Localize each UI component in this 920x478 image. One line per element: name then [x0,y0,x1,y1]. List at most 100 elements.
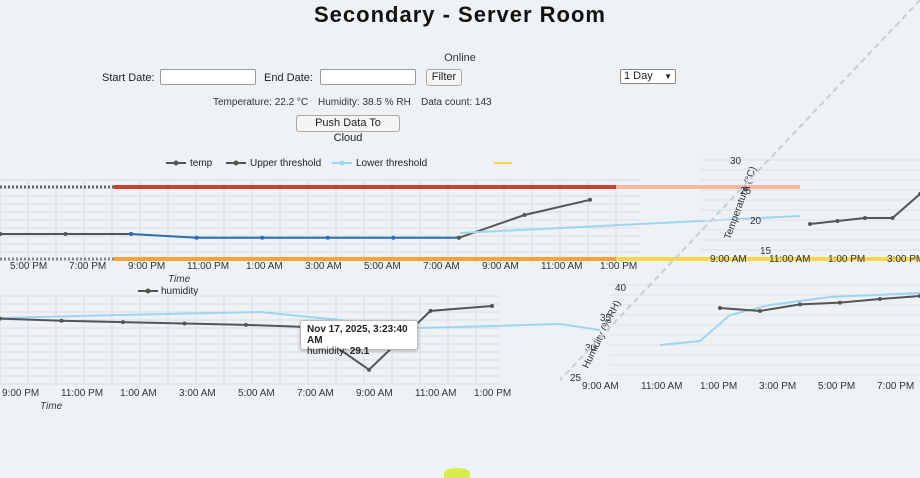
range-select[interactable]: 1 Day ▼ [620,69,676,84]
humidity-panel-x-tick: 1:00 PM [700,381,737,392]
humidity-panel-y-tick: 40 [615,283,627,294]
humidity-series-point [182,321,187,326]
humidity-legend-swatch [138,288,158,294]
temp-x-tick: 1:00 PM [600,261,637,272]
humidity-series-point [244,322,248,327]
chevron-down-icon: ▼ [664,72,672,81]
humidity-x-tick: 9:00 AM [356,388,393,399]
temp-x-axis-label: Time [168,274,191,285]
data-count: Data count: 143 [421,97,492,108]
legend-temp[interactable]: temp [190,158,213,169]
temp-series-c-point [456,235,461,240]
humidity-series-point [121,320,125,325]
legend-upper-threshold[interactable]: Upper threshold [250,158,322,169]
temp-panel-point [808,222,812,226]
humidity-panel-ghost [659,292,920,346]
humidity-panel-point [838,300,842,305]
humidity-panel-x-tick: 3:00 PM [759,381,796,392]
humidity-series-point [59,318,64,323]
humidity-panel-point [798,302,802,307]
tooltip-value: 29.1 [349,346,370,357]
humidity-x-tick: 1:00 PM [474,388,511,399]
humidity-chart-legend: humidity [0,286,260,300]
humidity-reading: Humidity: 38.5 % RH [318,97,411,108]
temp-panel-y-tick: 15 [760,246,772,257]
end-date-input[interactable] [320,69,416,85]
humidity-panel-x-tick: 7:00 PM [877,381,914,392]
temp-series-b-point [391,235,396,240]
tooltip-title: Nov 17, 2025, 3:23:40 AM [307,324,408,346]
temp-panel-x-tick: 11:00 AM [769,254,811,265]
humidity-series-point [490,304,494,308]
temp-chart-legend: temp Upper threshold Lower threshold [0,158,600,172]
temp-series-c-point [588,197,592,202]
tooltip-label: humidity: [307,346,348,357]
humidity-x-tick: 1:00 AM [120,388,157,399]
diagonal-divider [559,0,920,381]
temp-x-tick: 11:00 PM [187,261,229,272]
push-to-cloud-button[interactable]: Push Data To Cloud [296,115,400,144]
humidity-panel-x-tick: 5:00 PM [818,381,855,392]
temp-x-tick: 9:00 AM [482,261,519,272]
temp-series-b-point [129,232,134,236]
humidity-panel-y-tick: 25 [570,373,582,384]
temp-x-tick: 11:00 AM [541,261,583,272]
humidity-x-tick: 5:00 AM [238,388,275,399]
temp-panel-x-tick: 9:00 AM [710,254,747,265]
floating-indicator [444,468,470,478]
temp-panel-point [863,216,867,220]
filter-button[interactable]: Filter [426,69,462,86]
connection-status: Online [444,52,476,64]
humidity-panel-point [758,309,762,313]
temp-x-tick: 5:00 AM [364,261,401,272]
temp-series-a-point [0,232,2,236]
page-title: Secondary - Server Room [314,2,606,27]
humidity-x-tick: 7:00 AM [297,388,334,399]
humidity-x-tick: 3:00 AM [179,388,216,399]
temp-panel-point [835,219,840,223]
humidity-panel-line [719,295,920,313]
temp-x-tick: 7:00 PM [69,261,106,272]
temp-panel-point [890,216,895,220]
humidity-panel-y-tick: 35 [600,313,612,324]
temperature-reading: Temperature: 22.2 °C [213,97,309,108]
temp-series-a-point [63,232,68,236]
temp-panel-y-tick: 30 [730,156,742,167]
humidity-series-point [428,308,433,313]
humidity-x-axis-label: Time [40,401,63,412]
temp-panel-y-tick: 25 [740,186,752,197]
range-select-value: 1 Day [624,70,653,82]
legend-humidity[interactable]: humidity [161,286,199,297]
temp-x-tick: 9:00 PM [128,261,165,272]
temp-x-tick: 7:00 AM [423,261,460,272]
temp-x-tick: 5:00 PM [10,261,47,272]
temp-series-b-point [325,235,330,240]
humidity-series-point [367,367,371,372]
end-date-label: End Date: [264,72,313,84]
temp-panel-x-tick: 3:00 PM [887,254,920,265]
humidity-panel-x-tick: 9:00 AM [582,381,619,392]
temp-series-b-point [194,235,199,240]
humidity-x-tick: 9:00 PM [2,388,39,399]
chart-tooltip: Nov 17, 2025, 3:23:40 AM humidity: 29.1 [300,320,418,357]
humidity-x-tick: 11:00 AM [415,388,457,399]
filter-bar: Start Date: End Date: Filter 1 Day ▼ [0,68,920,90]
humidity-panel-x-tick: 11:00 AM [641,381,683,392]
temp-x-tick: 3:00 AM [305,261,342,272]
humidity-panel-y-tick: 30 [585,343,597,354]
start-date-input[interactable] [160,69,256,85]
temp-x-tick: 1:00 AM [246,261,283,272]
temp-series-b-point [260,235,265,240]
temp-panel-y-tick: 20 [750,216,762,227]
temp-panel-x-tick: 1:00 PM [828,254,865,265]
humidity-panel-point [718,306,722,310]
humidity-panel-point [878,297,882,301]
temp-series-c-point [522,213,527,217]
lower-threshold-ghost [459,215,801,234]
temp-series-b-line [131,233,459,239]
legend-lower-threshold[interactable]: Lower threshold [356,158,428,169]
temp-legend-swatches [166,160,512,166]
